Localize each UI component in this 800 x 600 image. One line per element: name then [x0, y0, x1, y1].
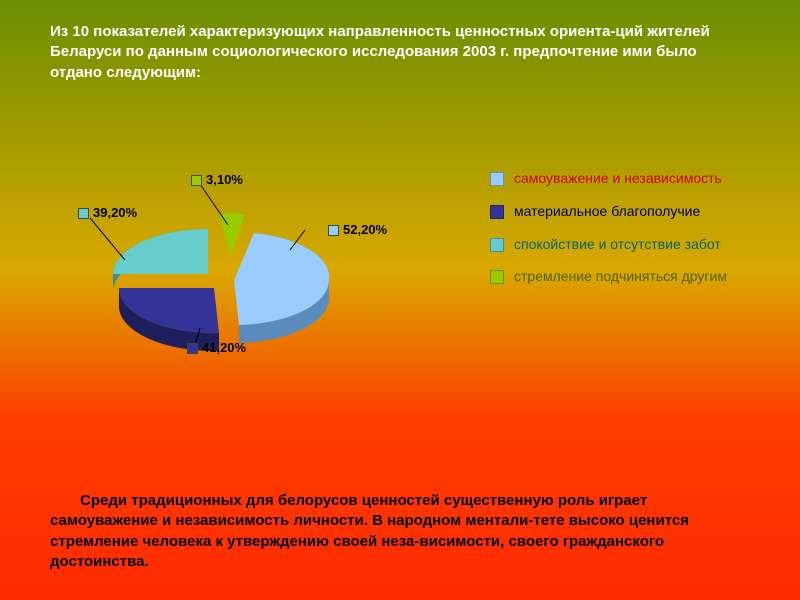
legend-label: стремление подчиняться другим: [514, 268, 727, 285]
legend-item: самоуважение и независимость: [490, 170, 780, 187]
label-swatch-icon: [187, 343, 198, 354]
label-swatch-icon: [191, 175, 202, 186]
slide-title: Из 10 показателей характеризующих направ…: [50, 22, 750, 83]
legend-label: спокойствие и отсутствие забот: [514, 236, 721, 253]
pie-svg: [80, 170, 410, 390]
pie-chart: 52,20% 41,20% 39,20% 3,10%: [80, 170, 410, 390]
legend-item: материальное благополучие: [490, 203, 780, 220]
legend-item: стремление подчиняться другим: [490, 268, 780, 285]
legend-label: самоуважение и независимость: [514, 170, 722, 187]
chart-legend: самоуважение и независимость материально…: [490, 170, 780, 301]
label-swatch-icon: [78, 208, 89, 219]
legend-swatch-icon: [490, 172, 504, 186]
pie-label-2: 39,20%: [78, 205, 137, 220]
legend-swatch-icon: [490, 205, 504, 219]
legend-swatch-icon: [490, 238, 504, 252]
legend-item: спокойствие и отсутствие забот: [490, 236, 780, 253]
pie-label-1: 41,20%: [187, 340, 246, 355]
legend-swatch-icon: [490, 270, 504, 284]
slide-footer-text: Среди традиционных для белорусов ценност…: [50, 491, 750, 572]
legend-label: материальное благополучие: [514, 203, 700, 220]
pie-label-3: 3,10%: [191, 172, 243, 187]
pie-label-0: 52,20%: [328, 222, 387, 237]
label-swatch-icon: [328, 225, 339, 236]
